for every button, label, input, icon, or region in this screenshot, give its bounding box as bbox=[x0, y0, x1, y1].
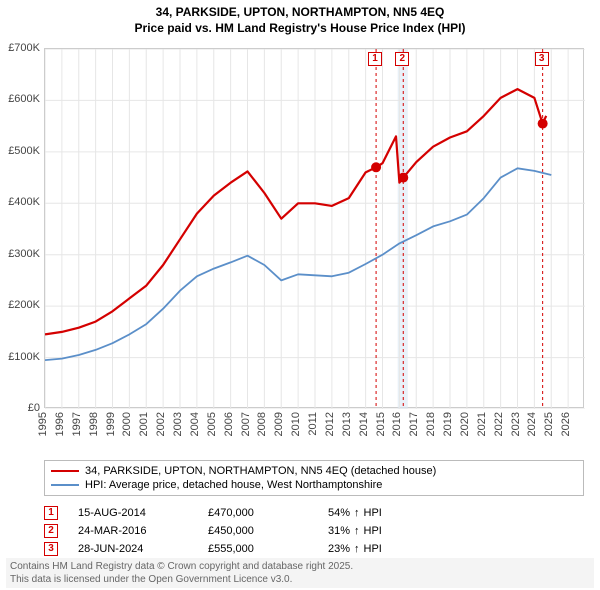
legend-swatch bbox=[51, 470, 79, 473]
legend-label: HPI: Average price, detached house, West… bbox=[85, 479, 382, 491]
x-axis-tick-label: 2021 bbox=[476, 412, 490, 436]
x-axis-tick-label: 2024 bbox=[526, 412, 540, 436]
x-axis-tick-label: 2013 bbox=[341, 412, 355, 436]
event-price: £450,000 bbox=[208, 525, 308, 537]
y-axis-tick-label: £400K bbox=[8, 196, 40, 208]
event-row: 2 24-MAR-2016 £450,000 31% HPI bbox=[44, 524, 584, 538]
x-axis-tick-label: 2006 bbox=[223, 412, 237, 436]
event-price: £470,000 bbox=[208, 507, 308, 519]
x-axis-tick-label: 2003 bbox=[172, 412, 186, 436]
event-diff: 31% HPI bbox=[328, 525, 382, 537]
footer-attribution: Contains HM Land Registry data © Crown c… bbox=[6, 558, 594, 588]
x-axis-tick-label: 2023 bbox=[510, 412, 524, 436]
event-date: 28-JUN-2024 bbox=[78, 543, 188, 555]
legend-item: 34, PARKSIDE, UPTON, NORTHAMPTON, NN5 4E… bbox=[51, 465, 577, 477]
events-table: 1 15-AUG-2014 £470,000 54% HPI 2 24-MAR-2016 £… bbox=[44, 506, 584, 556]
x-axis-tick-label: 2019 bbox=[442, 412, 456, 436]
event-date: 24-MAR-2016 bbox=[78, 525, 188, 537]
y-axis-tick-label: £700K bbox=[8, 42, 40, 54]
event-marker-flag: 3 bbox=[535, 52, 549, 66]
arrow-up-icon bbox=[354, 525, 360, 537]
x-axis-tick-label: 2012 bbox=[324, 412, 338, 436]
event-row: 3 28-JUN-2024 £555,000 23% HPI bbox=[44, 542, 584, 556]
footer-line-2: This data is licensed under the Open Gov… bbox=[10, 573, 590, 586]
arrow-up-icon bbox=[354, 507, 360, 519]
legend: 34, PARKSIDE, UPTON, NORTHAMPTON, NN5 4E… bbox=[44, 460, 584, 496]
x-axis-tick-label: 2004 bbox=[189, 412, 203, 436]
x-axis-tick-label: 2008 bbox=[256, 412, 270, 436]
title-line-2: Price paid vs. HM Land Registry's House … bbox=[0, 20, 600, 36]
arrow-up-icon bbox=[354, 543, 360, 555]
event-diff: 23% HPI bbox=[328, 543, 382, 555]
x-axis-tick-label: 2000 bbox=[121, 412, 135, 436]
event-row: 1 15-AUG-2014 £470,000 54% HPI bbox=[44, 506, 584, 520]
x-axis-tick-label: 2011 bbox=[307, 412, 321, 436]
event-marker-icon: 3 bbox=[44, 542, 58, 556]
legend-item: HPI: Average price, detached house, West… bbox=[51, 479, 577, 491]
chart-title: 34, PARKSIDE, UPTON, NORTHAMPTON, NN5 4E… bbox=[0, 0, 600, 36]
x-axis-tick-label: 2016 bbox=[391, 412, 405, 436]
y-axis-tick-label: £600K bbox=[8, 93, 40, 105]
x-axis-tick-label: 2022 bbox=[493, 412, 507, 436]
x-axis-tick-label: 2025 bbox=[543, 412, 557, 436]
y-axis-tick-label: £300K bbox=[8, 248, 40, 260]
x-axis-tick-label: 2007 bbox=[240, 412, 254, 436]
event-marker-flag: 2 bbox=[395, 52, 409, 66]
x-axis-tick-label: 1998 bbox=[88, 412, 102, 436]
x-axis-tick-label: 2017 bbox=[408, 412, 422, 436]
x-axis-tick-label: 1995 bbox=[37, 412, 51, 436]
y-axis-tick-label: £100K bbox=[8, 351, 40, 363]
y-axis-tick-label: £200K bbox=[8, 299, 40, 311]
x-axis-tick-label: 2015 bbox=[375, 412, 389, 436]
x-axis-tick-label: 2002 bbox=[155, 412, 169, 436]
x-axis-tick-label: 1997 bbox=[71, 412, 85, 436]
event-marker-icon: 1 bbox=[44, 506, 58, 520]
chart-plot-area bbox=[44, 48, 584, 408]
legend-swatch bbox=[51, 484, 79, 487]
x-axis-tick-label: 2026 bbox=[560, 412, 574, 436]
event-diff: 54% HPI bbox=[328, 507, 382, 519]
x-axis-tick-label: 2001 bbox=[138, 412, 152, 436]
x-axis-tick-label: 2010 bbox=[290, 412, 304, 436]
footer-line-1: Contains HM Land Registry data © Crown c… bbox=[10, 560, 590, 573]
x-axis-tick-label: 1999 bbox=[105, 412, 119, 436]
x-axis-tick-label: 2018 bbox=[425, 412, 439, 436]
legend-label: 34, PARKSIDE, UPTON, NORTHAMPTON, NN5 4E… bbox=[85, 465, 436, 477]
title-line-1: 34, PARKSIDE, UPTON, NORTHAMPTON, NN5 4E… bbox=[0, 4, 600, 20]
event-marker-flag: 1 bbox=[368, 52, 382, 66]
event-date: 15-AUG-2014 bbox=[78, 507, 188, 519]
y-axis-tick-label: £500K bbox=[8, 145, 40, 157]
x-axis-tick-label: 2014 bbox=[358, 412, 372, 436]
x-axis-tick-label: 2005 bbox=[206, 412, 220, 436]
event-price: £555,000 bbox=[208, 543, 308, 555]
x-axis-tick-label: 1996 bbox=[54, 412, 68, 436]
event-marker-icon: 2 bbox=[44, 524, 58, 538]
x-axis-tick-label: 2020 bbox=[459, 412, 473, 436]
x-axis-tick-label: 2009 bbox=[273, 412, 287, 436]
